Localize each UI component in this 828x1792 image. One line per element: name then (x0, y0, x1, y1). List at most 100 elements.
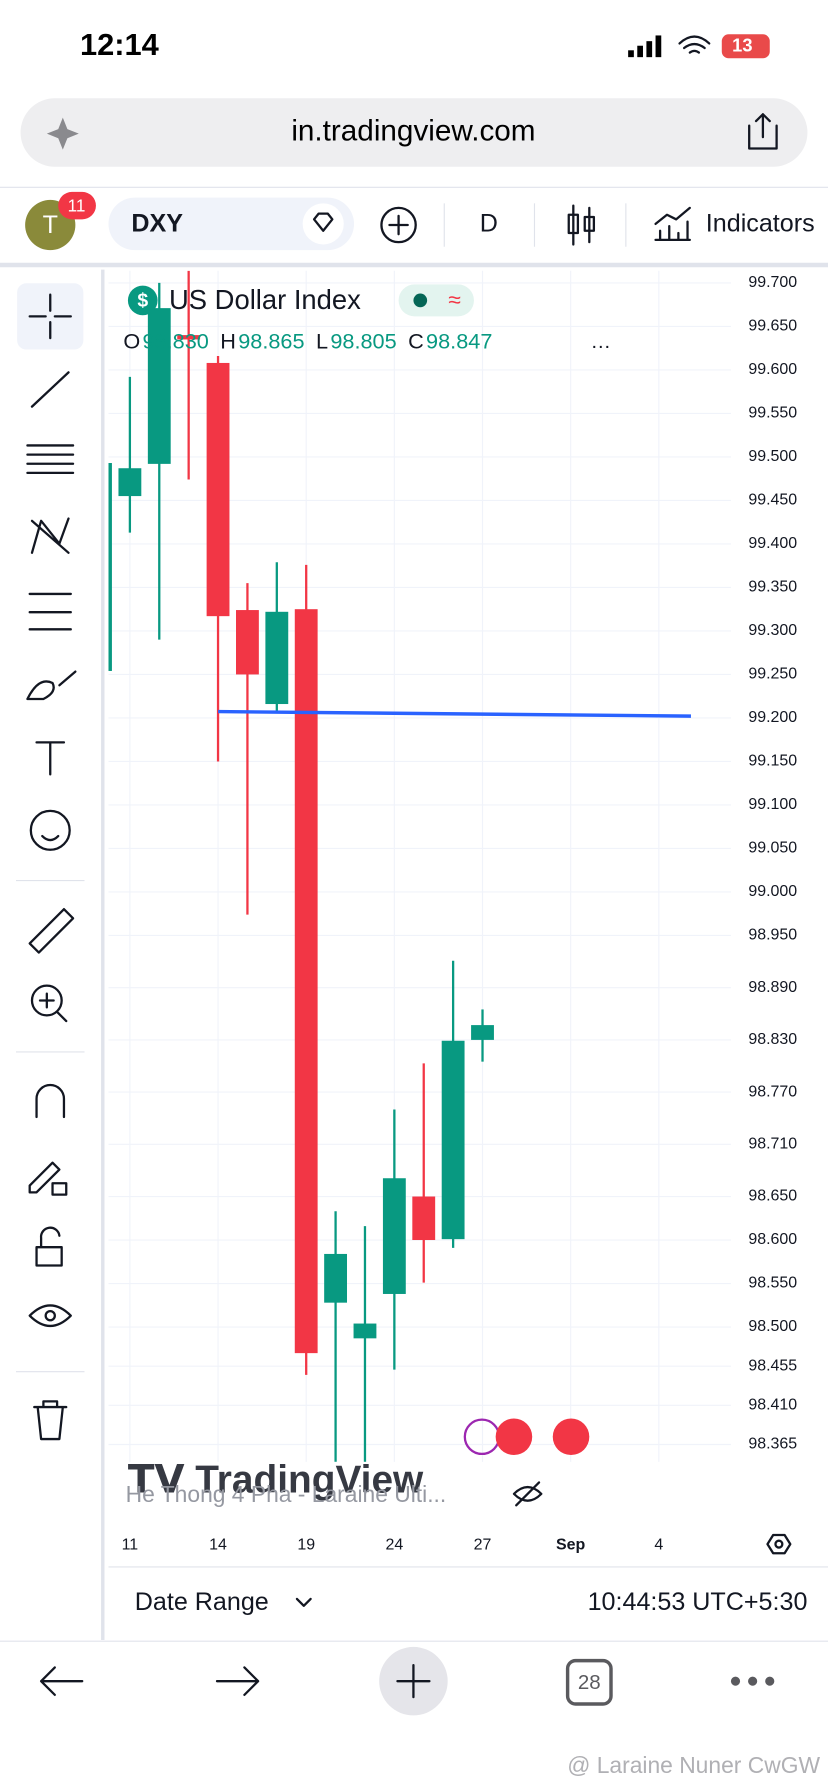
text-tool[interactable] (35, 741, 66, 776)
chart-type-icon[interactable] (567, 204, 596, 246)
signal (628, 35, 662, 58)
y-tick-label: 99.000 (748, 883, 797, 900)
legend-key: H (220, 328, 236, 353)
diamond-btn[interactable] (302, 203, 344, 245)
url[interactable]: in.tradingview.com (291, 114, 535, 147)
legend-value: 98.830 (143, 328, 209, 353)
avatar-letter: T (43, 211, 58, 239)
date-range[interactable]: Date Range (135, 1588, 269, 1616)
candle-body (265, 611, 289, 705)
indicators[interactable]: Indicators (706, 210, 815, 238)
legend-key: C (408, 328, 424, 353)
y-tick-label: 98.830 (748, 1031, 797, 1048)
y-tick-label: 98.950 (748, 927, 797, 944)
symbol[interactable]: DXY (131, 210, 183, 238)
candle-body (382, 1178, 406, 1294)
y-tick-label: 99.500 (748, 448, 797, 465)
forward-btn[interactable] (215, 1666, 260, 1697)
y-tick-label: 99.550 (748, 405, 797, 422)
status-pill[interactable] (398, 284, 474, 317)
x-tick-label: Sep (556, 1536, 586, 1553)
x-tick-label: 24 (385, 1536, 403, 1553)
x-tick-label: 4 (654, 1536, 663, 1553)
ruler-tool[interactable] (28, 907, 75, 954)
indicators-icon[interactable] (654, 206, 691, 242)
x-tick-label: 11 (122, 1536, 139, 1553)
settings-icon[interactable] (766, 1533, 792, 1555)
y-tick-label: 98.500 (748, 1318, 797, 1335)
y-tick-label: 98.710 (748, 1136, 797, 1153)
pattern-tool[interactable] (30, 517, 70, 554)
us-event[interactable] (495, 1418, 533, 1456)
chart-title: US Dollar Index (169, 284, 361, 315)
symbol-search[interactable] (108, 197, 355, 251)
trendline-tool[interactable] (30, 371, 70, 408)
legend-value: 98.805 (330, 328, 396, 353)
share-icon[interactable] (748, 113, 778, 150)
overlay-watermark: @ Laraine Nuner CwGW (567, 1752, 820, 1778)
emoji-tool[interactable] (29, 809, 71, 851)
candle-body (118, 468, 142, 497)
plus (396, 1664, 431, 1699)
candle-body (147, 308, 171, 464)
y-tick-label: 98.410 (748, 1397, 797, 1414)
fib-tool[interactable] (26, 444, 75, 475)
y-tick-label: 99.650 (748, 318, 797, 335)
clock-utc[interactable]: 10:44:53 UTC+5:30 (588, 1588, 808, 1616)
candles (108, 270, 494, 1462)
y-tick-label: 98.650 (748, 1188, 797, 1205)
script-name[interactable]: He Thong 4 Pha - Laraine Ulti... (126, 1481, 447, 1507)
grid (108, 270, 731, 1462)
symbol-logo (127, 285, 158, 316)
y-tick-label: 98.600 (748, 1231, 797, 1248)
forecast-tool[interactable] (28, 592, 72, 631)
interval[interactable]: D (480, 210, 498, 238)
hide-tool[interactable] (28, 1304, 72, 1328)
horizontal-line-drawing[interactable] (218, 709, 691, 718)
y-tick-label: 98.770 (748, 1083, 797, 1100)
us-event[interactable] (552, 1418, 590, 1456)
y-tick-label: 99.100 (748, 796, 797, 813)
tabs-btn[interactable] (565, 1658, 613, 1706)
plus (388, 214, 409, 236)
hide-script[interactable] (512, 1481, 543, 1507)
crosshair-tool[interactable] (28, 293, 72, 340)
badge (58, 191, 96, 220)
magnet-tool[interactable] (35, 1083, 66, 1119)
ai-icon[interactable] (46, 117, 79, 150)
unlock-tool[interactable] (35, 1226, 63, 1267)
candle-body (353, 1323, 377, 1339)
zoom-tool[interactable] (30, 984, 63, 1017)
candle-body (177, 335, 201, 340)
zoom-plus (38, 992, 68, 1023)
x-tick-label: 19 (297, 1536, 315, 1553)
y-tick-label: 98.455 (748, 1357, 797, 1374)
candle-body (108, 463, 112, 671)
ohlc-legend: O 98.830 H 98.865 L 98.805 C 98.847 (123, 328, 492, 353)
url-bar[interactable] (20, 98, 808, 167)
back-btn[interactable] (39, 1666, 84, 1697)
y-tick-label: 99.400 (748, 535, 797, 552)
legend-value: 98.847 (426, 328, 492, 353)
lock-draw-tool[interactable] (28, 1161, 68, 1196)
brush-tool[interactable] (26, 670, 77, 701)
battery-level: 13 (732, 35, 752, 56)
more-btn[interactable] (730, 1676, 775, 1686)
battery (721, 34, 770, 59)
diamond-icon (312, 212, 334, 232)
y-tick-label: 99.050 (748, 840, 797, 857)
trash-tool[interactable] (33, 1400, 68, 1441)
more-dots[interactable]: … (590, 330, 611, 353)
y-tick-label: 99.200 (748, 709, 797, 726)
dollar-sign: $ (137, 290, 148, 312)
candle-body (206, 362, 230, 617)
smile (41, 834, 60, 842)
y-tick-label: 98.365 (748, 1436, 797, 1453)
tab-count: 28 (578, 1671, 601, 1694)
legend-key: L (316, 328, 328, 353)
drawing-tools (15, 283, 85, 1441)
compare-btn[interactable] (380, 206, 417, 244)
watermark: 𝗧𝗩 TradingView (128, 1459, 424, 1502)
candle-body (412, 1196, 436, 1241)
tool-cross-bg[interactable] (17, 283, 84, 350)
